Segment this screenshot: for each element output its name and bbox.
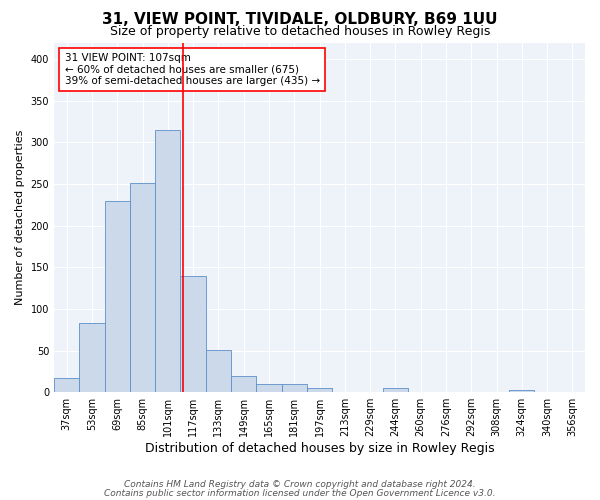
Bar [307,388,332,392]
Bar [54,378,79,392]
Text: Size of property relative to detached houses in Rowley Regis: Size of property relative to detached ho… [110,25,490,38]
Bar [383,388,408,392]
Bar [130,183,155,392]
Bar [256,384,281,392]
Bar [509,390,535,392]
Bar [104,200,130,392]
Bar [231,376,256,392]
Bar [206,350,231,392]
Bar [155,130,181,392]
Text: Contains public sector information licensed under the Open Government Licence v3: Contains public sector information licen… [104,488,496,498]
Bar [181,276,206,392]
Y-axis label: Number of detached properties: Number of detached properties [15,130,25,305]
Text: 31, VIEW POINT, TIVIDALE, OLDBURY, B69 1UU: 31, VIEW POINT, TIVIDALE, OLDBURY, B69 1… [102,12,498,28]
X-axis label: Distribution of detached houses by size in Rowley Regis: Distribution of detached houses by size … [145,442,494,455]
Text: Contains HM Land Registry data © Crown copyright and database right 2024.: Contains HM Land Registry data © Crown c… [124,480,476,489]
Bar [281,384,307,392]
Bar [79,323,104,392]
Text: 31 VIEW POINT: 107sqm
← 60% of detached houses are smaller (675)
39% of semi-det: 31 VIEW POINT: 107sqm ← 60% of detached … [65,53,320,86]
